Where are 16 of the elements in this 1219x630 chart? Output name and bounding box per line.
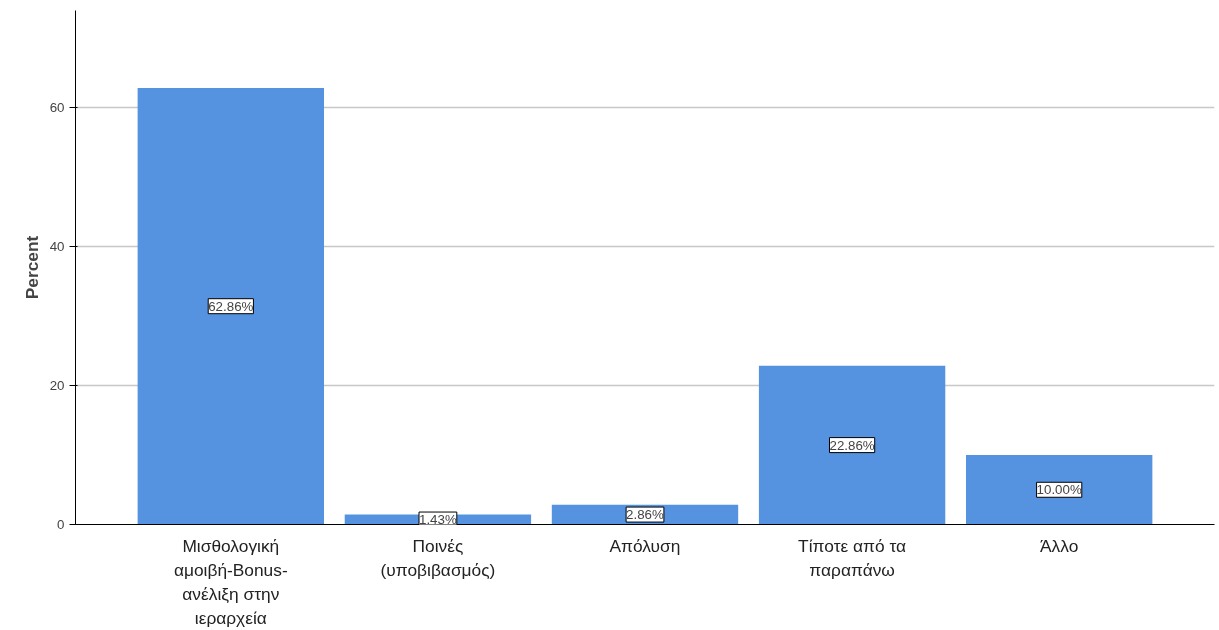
y-tick-label: 0 (57, 517, 65, 532)
data-label: 10.00% (1036, 482, 1082, 498)
data-label: 62.86% (208, 298, 254, 314)
data-label: 22.86% (829, 437, 875, 453)
y-tick-label: 20 (49, 378, 65, 394)
bar (965, 455, 1153, 525)
bar (137, 87, 325, 525)
x-tick-label: Απόλυση (609, 535, 681, 556)
x-tick-label: Τίποτε από τα παραπάνω (798, 535, 907, 580)
y-tick-label: 40 (49, 239, 65, 255)
x-tick-label: Άλλο (1040, 535, 1079, 556)
x-tick-label: Μισθολογική αμοιβή-Bonus- ανέλιξη στην ιεραρχεία (173, 535, 288, 628)
x-tick-label: Ποινές (υποβιβασμός) (380, 535, 496, 580)
bar (758, 365, 946, 525)
y-axis-title: Percent (21, 235, 42, 300)
y-tick-label: 60 (49, 100, 65, 116)
